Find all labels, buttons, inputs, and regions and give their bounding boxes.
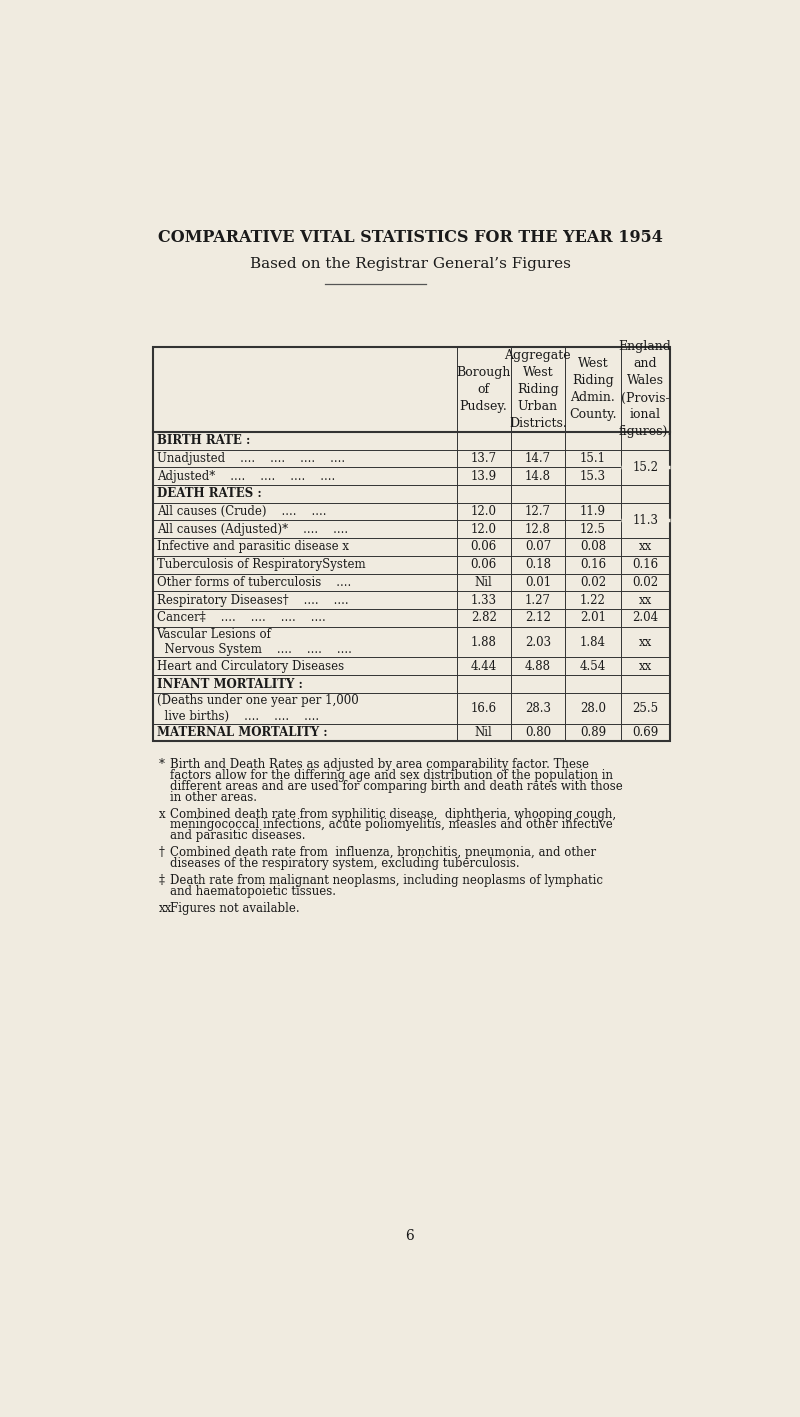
Text: 12.0: 12.0 xyxy=(470,523,497,536)
Text: Tuberculosis of RespiratorySystem: Tuberculosis of RespiratorySystem xyxy=(157,558,365,571)
Text: Combined death rate from  influenza, bronchitis, pneumonia, and other: Combined death rate from influenza, bron… xyxy=(170,846,596,859)
Text: England
and
Wales
(Provis-
ional
figures).: England and Wales (Provis- ional figures… xyxy=(618,340,672,438)
Text: meningococcal infections, acute poliomyelitis, measles and other infective: meningococcal infections, acute poliomye… xyxy=(170,819,613,832)
Text: Nil: Nil xyxy=(474,575,493,589)
Text: 12.8: 12.8 xyxy=(525,523,551,536)
Text: xx: xx xyxy=(159,901,172,914)
Text: 0.06: 0.06 xyxy=(470,540,497,554)
Text: Borough
of
Pudsey.: Borough of Pudsey. xyxy=(457,366,511,412)
Text: xx: xx xyxy=(638,660,652,673)
Text: 1.22: 1.22 xyxy=(580,594,606,606)
Bar xyxy=(153,347,670,741)
Text: 4.88: 4.88 xyxy=(525,660,551,673)
Text: 2.03: 2.03 xyxy=(525,636,551,649)
Text: 0.01: 0.01 xyxy=(525,575,551,589)
Text: All causes (Adjusted)*    ....    ....: All causes (Adjusted)* .... .... xyxy=(157,523,348,536)
Text: Respiratory Diseases†    ....    ....: Respiratory Diseases† .... .... xyxy=(157,594,348,606)
Text: Cancer‡    ....    ....    ....    ....: Cancer‡ .... .... .... .... xyxy=(157,611,326,625)
Text: different areas and are used for comparing birth and death rates with those: different areas and are used for compari… xyxy=(170,779,622,794)
Text: 12.5: 12.5 xyxy=(580,523,606,536)
Text: COMPARATIVE VITAL STATISTICS FOR THE YEAR 1954: COMPARATIVE VITAL STATISTICS FOR THE YEA… xyxy=(158,230,662,247)
Text: MATERNAL MORTALITY :: MATERNAL MORTALITY : xyxy=(157,726,327,740)
Text: 2.82: 2.82 xyxy=(470,611,497,625)
Text: 0.02: 0.02 xyxy=(580,575,606,589)
Text: xx: xx xyxy=(638,594,652,606)
Text: in other areas.: in other areas. xyxy=(170,791,257,803)
Text: x: x xyxy=(159,808,166,820)
Text: 0.69: 0.69 xyxy=(632,726,658,740)
Text: *: * xyxy=(159,758,165,771)
Text: 0.18: 0.18 xyxy=(525,558,551,571)
Text: 0.16: 0.16 xyxy=(632,558,658,571)
Text: 14.7: 14.7 xyxy=(525,452,551,465)
Text: 11.9: 11.9 xyxy=(580,504,606,519)
Text: Birth and Death Rates as adjusted by area comparability factor. These: Birth and Death Rates as adjusted by are… xyxy=(170,758,589,771)
Text: 12.7: 12.7 xyxy=(525,504,551,519)
Text: 0.06: 0.06 xyxy=(470,558,497,571)
Text: All causes (Crude)    ....    ....: All causes (Crude) .... .... xyxy=(157,504,326,519)
Text: 2.12: 2.12 xyxy=(525,611,551,625)
Text: 0.07: 0.07 xyxy=(525,540,551,554)
Text: and parasitic diseases.: and parasitic diseases. xyxy=(170,829,306,842)
Text: 15.1: 15.1 xyxy=(580,452,606,465)
Text: Adjusted*    ....    ....    ....    ....: Adjusted* .... .... .... .... xyxy=(157,469,335,483)
Text: †: † xyxy=(159,846,165,859)
Text: Unadjusted    ....    ....    ....    ....: Unadjusted .... .... .... .... xyxy=(157,452,345,465)
Text: 12.0: 12.0 xyxy=(470,504,497,519)
Text: Nervous System    ....    ....    ....: Nervous System .... .... .... xyxy=(157,643,351,656)
Text: 1.33: 1.33 xyxy=(470,594,497,606)
Text: 0.89: 0.89 xyxy=(580,726,606,740)
Text: Nil: Nil xyxy=(474,726,493,740)
Text: 25.5: 25.5 xyxy=(632,701,658,714)
Text: BIRTH RATE :: BIRTH RATE : xyxy=(157,434,250,448)
Text: 28.0: 28.0 xyxy=(580,701,606,714)
Text: 6: 6 xyxy=(406,1230,414,1244)
Text: 0.16: 0.16 xyxy=(580,558,606,571)
Text: 15.2: 15.2 xyxy=(632,461,658,473)
Text: factors allow for the differing age and sex distribution of the population in: factors allow for the differing age and … xyxy=(170,769,613,782)
Text: 0.80: 0.80 xyxy=(525,726,551,740)
Text: Death rate from malignant neoplasms, including neoplasms of lymphatic: Death rate from malignant neoplasms, inc… xyxy=(170,874,602,887)
Text: 4.44: 4.44 xyxy=(470,660,497,673)
Text: 2.04: 2.04 xyxy=(632,611,658,625)
Text: 0.08: 0.08 xyxy=(580,540,606,554)
Text: Aggregate
West
Riding
Urban
Districts.: Aggregate West Riding Urban Districts. xyxy=(505,349,571,429)
Text: 14.8: 14.8 xyxy=(525,469,551,483)
Text: 1.27: 1.27 xyxy=(525,594,551,606)
Text: 15.3: 15.3 xyxy=(580,469,606,483)
Text: xx: xx xyxy=(638,636,652,649)
Text: INFANT MORTALITY :: INFANT MORTALITY : xyxy=(157,677,302,690)
Text: DEATH RATES :: DEATH RATES : xyxy=(157,487,262,500)
Text: Figures not available.: Figures not available. xyxy=(170,901,299,914)
Text: 13.9: 13.9 xyxy=(470,469,497,483)
Text: 0.02: 0.02 xyxy=(632,575,658,589)
Text: xx: xx xyxy=(638,540,652,554)
Text: diseases of the respiratory system, excluding tuberculosis.: diseases of the respiratory system, excl… xyxy=(170,857,519,870)
Text: 2.01: 2.01 xyxy=(580,611,606,625)
Text: 4.54: 4.54 xyxy=(580,660,606,673)
Text: Heart and Circulatory Diseases: Heart and Circulatory Diseases xyxy=(157,660,344,673)
Text: 16.6: 16.6 xyxy=(470,701,497,714)
Text: ‡: ‡ xyxy=(159,874,165,887)
Text: (Deaths under one year per 1,000: (Deaths under one year per 1,000 xyxy=(157,694,358,707)
Text: Vascular Lesions of: Vascular Lesions of xyxy=(157,628,271,640)
Text: Combined death rate from syphilitic disease,  diphtheria, whooping cough,: Combined death rate from syphilitic dise… xyxy=(170,808,616,820)
Text: 1.88: 1.88 xyxy=(470,636,497,649)
Text: Other forms of tuberculosis    ....: Other forms of tuberculosis .... xyxy=(157,575,351,589)
Text: West
Riding
Admin.
County.: West Riding Admin. County. xyxy=(569,357,617,421)
Text: 13.7: 13.7 xyxy=(470,452,497,465)
Text: 28.3: 28.3 xyxy=(525,701,551,714)
Text: live births)    ....    ....    ....: live births) .... .... .... xyxy=(157,710,318,723)
Text: 1.84: 1.84 xyxy=(580,636,606,649)
Text: Infective and parasitic disease x: Infective and parasitic disease x xyxy=(157,540,349,554)
Text: 11.3: 11.3 xyxy=(632,514,658,527)
Text: Based on the Registrar General’s Figures: Based on the Registrar General’s Figures xyxy=(250,256,570,271)
Text: and haematopoietic tissues.: and haematopoietic tissues. xyxy=(170,884,336,897)
